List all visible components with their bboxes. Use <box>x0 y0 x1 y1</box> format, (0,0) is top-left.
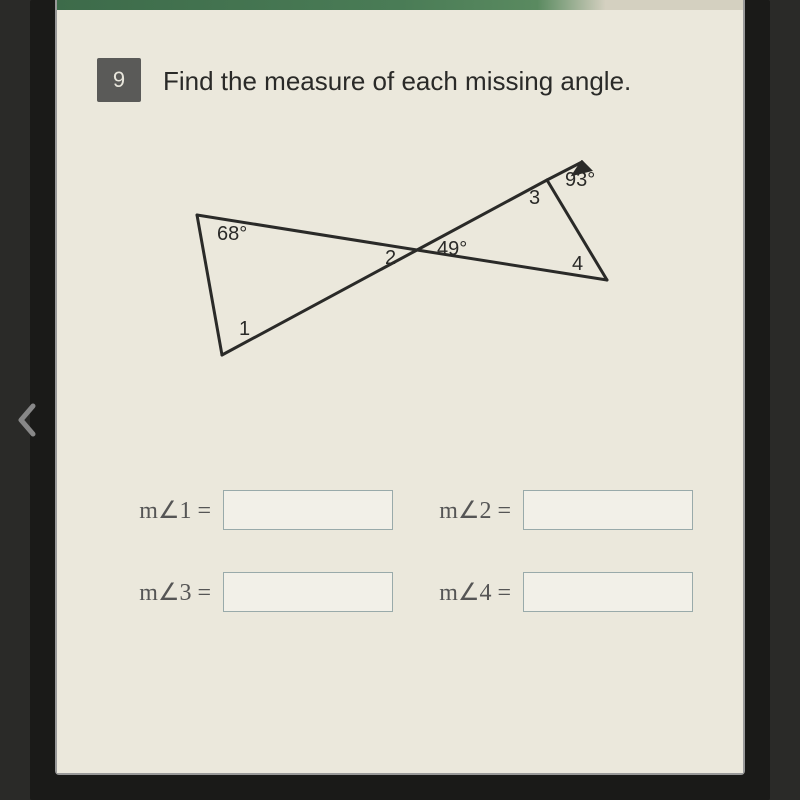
geometry-diagram: 68° 1 2 49° 3 93° 4 <box>137 160 657 410</box>
answer-label-3: m∠3 = <box>137 578 211 607</box>
question-prompt: Find the measure of each missing angle. <box>163 58 631 97</box>
content-area: 9 Find the measure of each missing angle… <box>57 10 743 773</box>
window-top-strip <box>57 0 743 10</box>
answer-label-2: m∠2 = <box>437 496 511 525</box>
worksheet-window: 9 Find the measure of each missing angle… <box>55 0 745 775</box>
answer-input-1[interactable] <box>223 490 393 530</box>
svg-text:1: 1 <box>239 318 250 340</box>
answer-input-3[interactable] <box>223 572 393 612</box>
answer-label-4: m∠4 = <box>437 578 511 607</box>
answer-label-1: m∠1 = <box>137 496 211 525</box>
answer-group-1: m∠1 = <box>137 490 397 530</box>
answer-group-2: m∠2 = <box>437 490 697 530</box>
svg-text:3: 3 <box>529 187 540 209</box>
svg-text:4: 4 <box>572 253 583 275</box>
question-number-badge: 9 <box>97 58 141 102</box>
svg-text:49°: 49° <box>437 238 467 260</box>
answer-input-2[interactable] <box>523 490 693 530</box>
answer-input-4[interactable] <box>523 572 693 612</box>
svg-text:93°: 93° <box>565 169 595 191</box>
answer-group-3: m∠3 = <box>137 572 397 612</box>
svg-text:2: 2 <box>385 247 396 269</box>
prev-chevron-icon[interactable] <box>15 402 39 443</box>
answer-grid: m∠1 = m∠2 = m∠3 = m∠4 = <box>137 490 697 654</box>
question-header: 9 Find the measure of each missing angle… <box>57 10 743 102</box>
svg-text:68°: 68° <box>217 223 247 245</box>
answer-group-4: m∠4 = <box>437 572 697 612</box>
